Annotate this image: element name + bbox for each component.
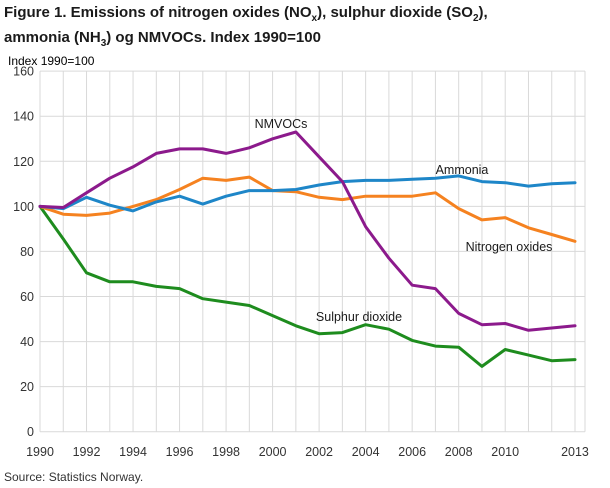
- y-tick-label: 80: [20, 245, 34, 259]
- x-tick-label: 2008: [445, 445, 473, 459]
- series-label-nitrogen-oxides: Nitrogen oxides: [466, 240, 553, 254]
- series-line-nmvocs: [38, 130, 577, 332]
- y-tick-label: 100: [13, 200, 34, 214]
- figure-title-line1: Figure 1. Emissions of nitrogen oxides (…: [4, 3, 604, 28]
- y-tick-label: 60: [20, 290, 34, 304]
- y-tick-label: 40: [20, 335, 34, 349]
- x-tick-label: 1996: [166, 445, 194, 459]
- y-axis-title: Index 1990=100: [8, 54, 95, 68]
- series-label-sulphur-dioxide: Sulphur dioxide: [316, 310, 402, 324]
- x-tick-label: 2004: [352, 445, 380, 459]
- figure-title-line2: ammonia (NH3) og NMVOCs. Index 1990=100: [4, 28, 604, 53]
- x-tick-label: 1998: [212, 445, 240, 459]
- series-label-nmvocs: NMVOCs: [255, 117, 308, 131]
- title-subscript: x: [311, 13, 318, 24]
- y-tick-label: 140: [13, 110, 34, 124]
- x-tick-label: 2006: [398, 445, 426, 459]
- title-text: Figure 1. Emissions of nitrogen oxides (…: [4, 4, 312, 21]
- y-tick-label: 20: [20, 380, 34, 394]
- title-text: ), sulphur dioxide (SO: [317, 4, 473, 21]
- series-label-ammonia: Ammonia: [436, 163, 489, 177]
- x-tick-label: 2013: [561, 445, 589, 459]
- x-tick-label: 1990: [26, 445, 54, 459]
- series-line-sulphur-dioxide: [38, 204, 577, 368]
- series-line-ammonia: [38, 174, 577, 213]
- figure-title: Figure 1. Emissions of nitrogen oxides (…: [4, 3, 604, 53]
- title-subscript: 2: [472, 13, 479, 24]
- x-tick-label: 1994: [119, 445, 147, 459]
- title-subscript: 3: [100, 38, 107, 49]
- title-text: ammonia (NH: [4, 29, 101, 46]
- title-text: ) og NMVOCs. Index 1990=100: [106, 29, 321, 46]
- x-tick-label: 1992: [73, 445, 101, 459]
- y-tick-label: 120: [13, 155, 34, 169]
- x-tick-label: 2000: [259, 445, 287, 459]
- y-tick-label: 0: [27, 425, 34, 439]
- series-line-nitrogen-oxides: [38, 175, 577, 243]
- source-note: Source: Statistics Norway.: [4, 470, 144, 484]
- y-tick-label: 160: [13, 65, 34, 79]
- title-text: ),: [478, 4, 488, 21]
- x-tick-label: 2010: [491, 445, 519, 459]
- x-tick-label: 2002: [305, 445, 333, 459]
